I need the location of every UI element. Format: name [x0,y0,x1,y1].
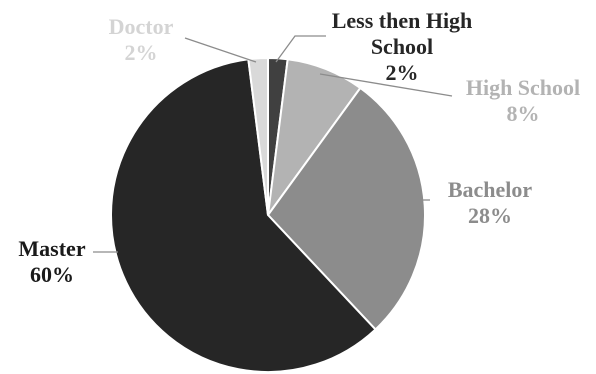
leader-line-high-school [319,73,453,97]
slice-category-master: Master [18,236,85,261]
slice-labels: Less then High School 2%High School 8%Bache… [18,8,580,287]
slice-percent-master: 60% [30,262,74,287]
slice-label-bachelor: Bachelor 28% [448,177,533,228]
pie-slice-bachelor [266,86,426,331]
slice-label-less-then-high-school: Less then High School 2% [332,8,473,85]
slice-label-high-school: High School 8% [466,75,580,126]
leader-line-doctor [184,37,257,63]
slice-category-less-then-high-school: School [371,34,433,59]
slice-percent-high-school: 8% [507,101,540,126]
leader-lines [93,35,453,253]
slice-percent-less-then-high-school: 2% [386,60,419,85]
slice-label-master: Master 60% [18,236,85,287]
slice-category-high-school: High School [466,75,580,100]
leader-line-less-then-high-school [275,35,326,63]
pie-slices [110,56,426,373]
slice-category-less-then-high-school: Less then High [332,8,473,33]
slice-percent-bachelor: 28% [468,203,512,228]
slice-category-doctor: Doctor [109,14,174,39]
slice-category-bachelor: Bachelor [448,177,533,202]
slice-percent-doctor: 2% [125,40,158,65]
pie-slice-master [110,58,377,373]
slice-label-doctor: Doctor 2% [109,14,174,65]
